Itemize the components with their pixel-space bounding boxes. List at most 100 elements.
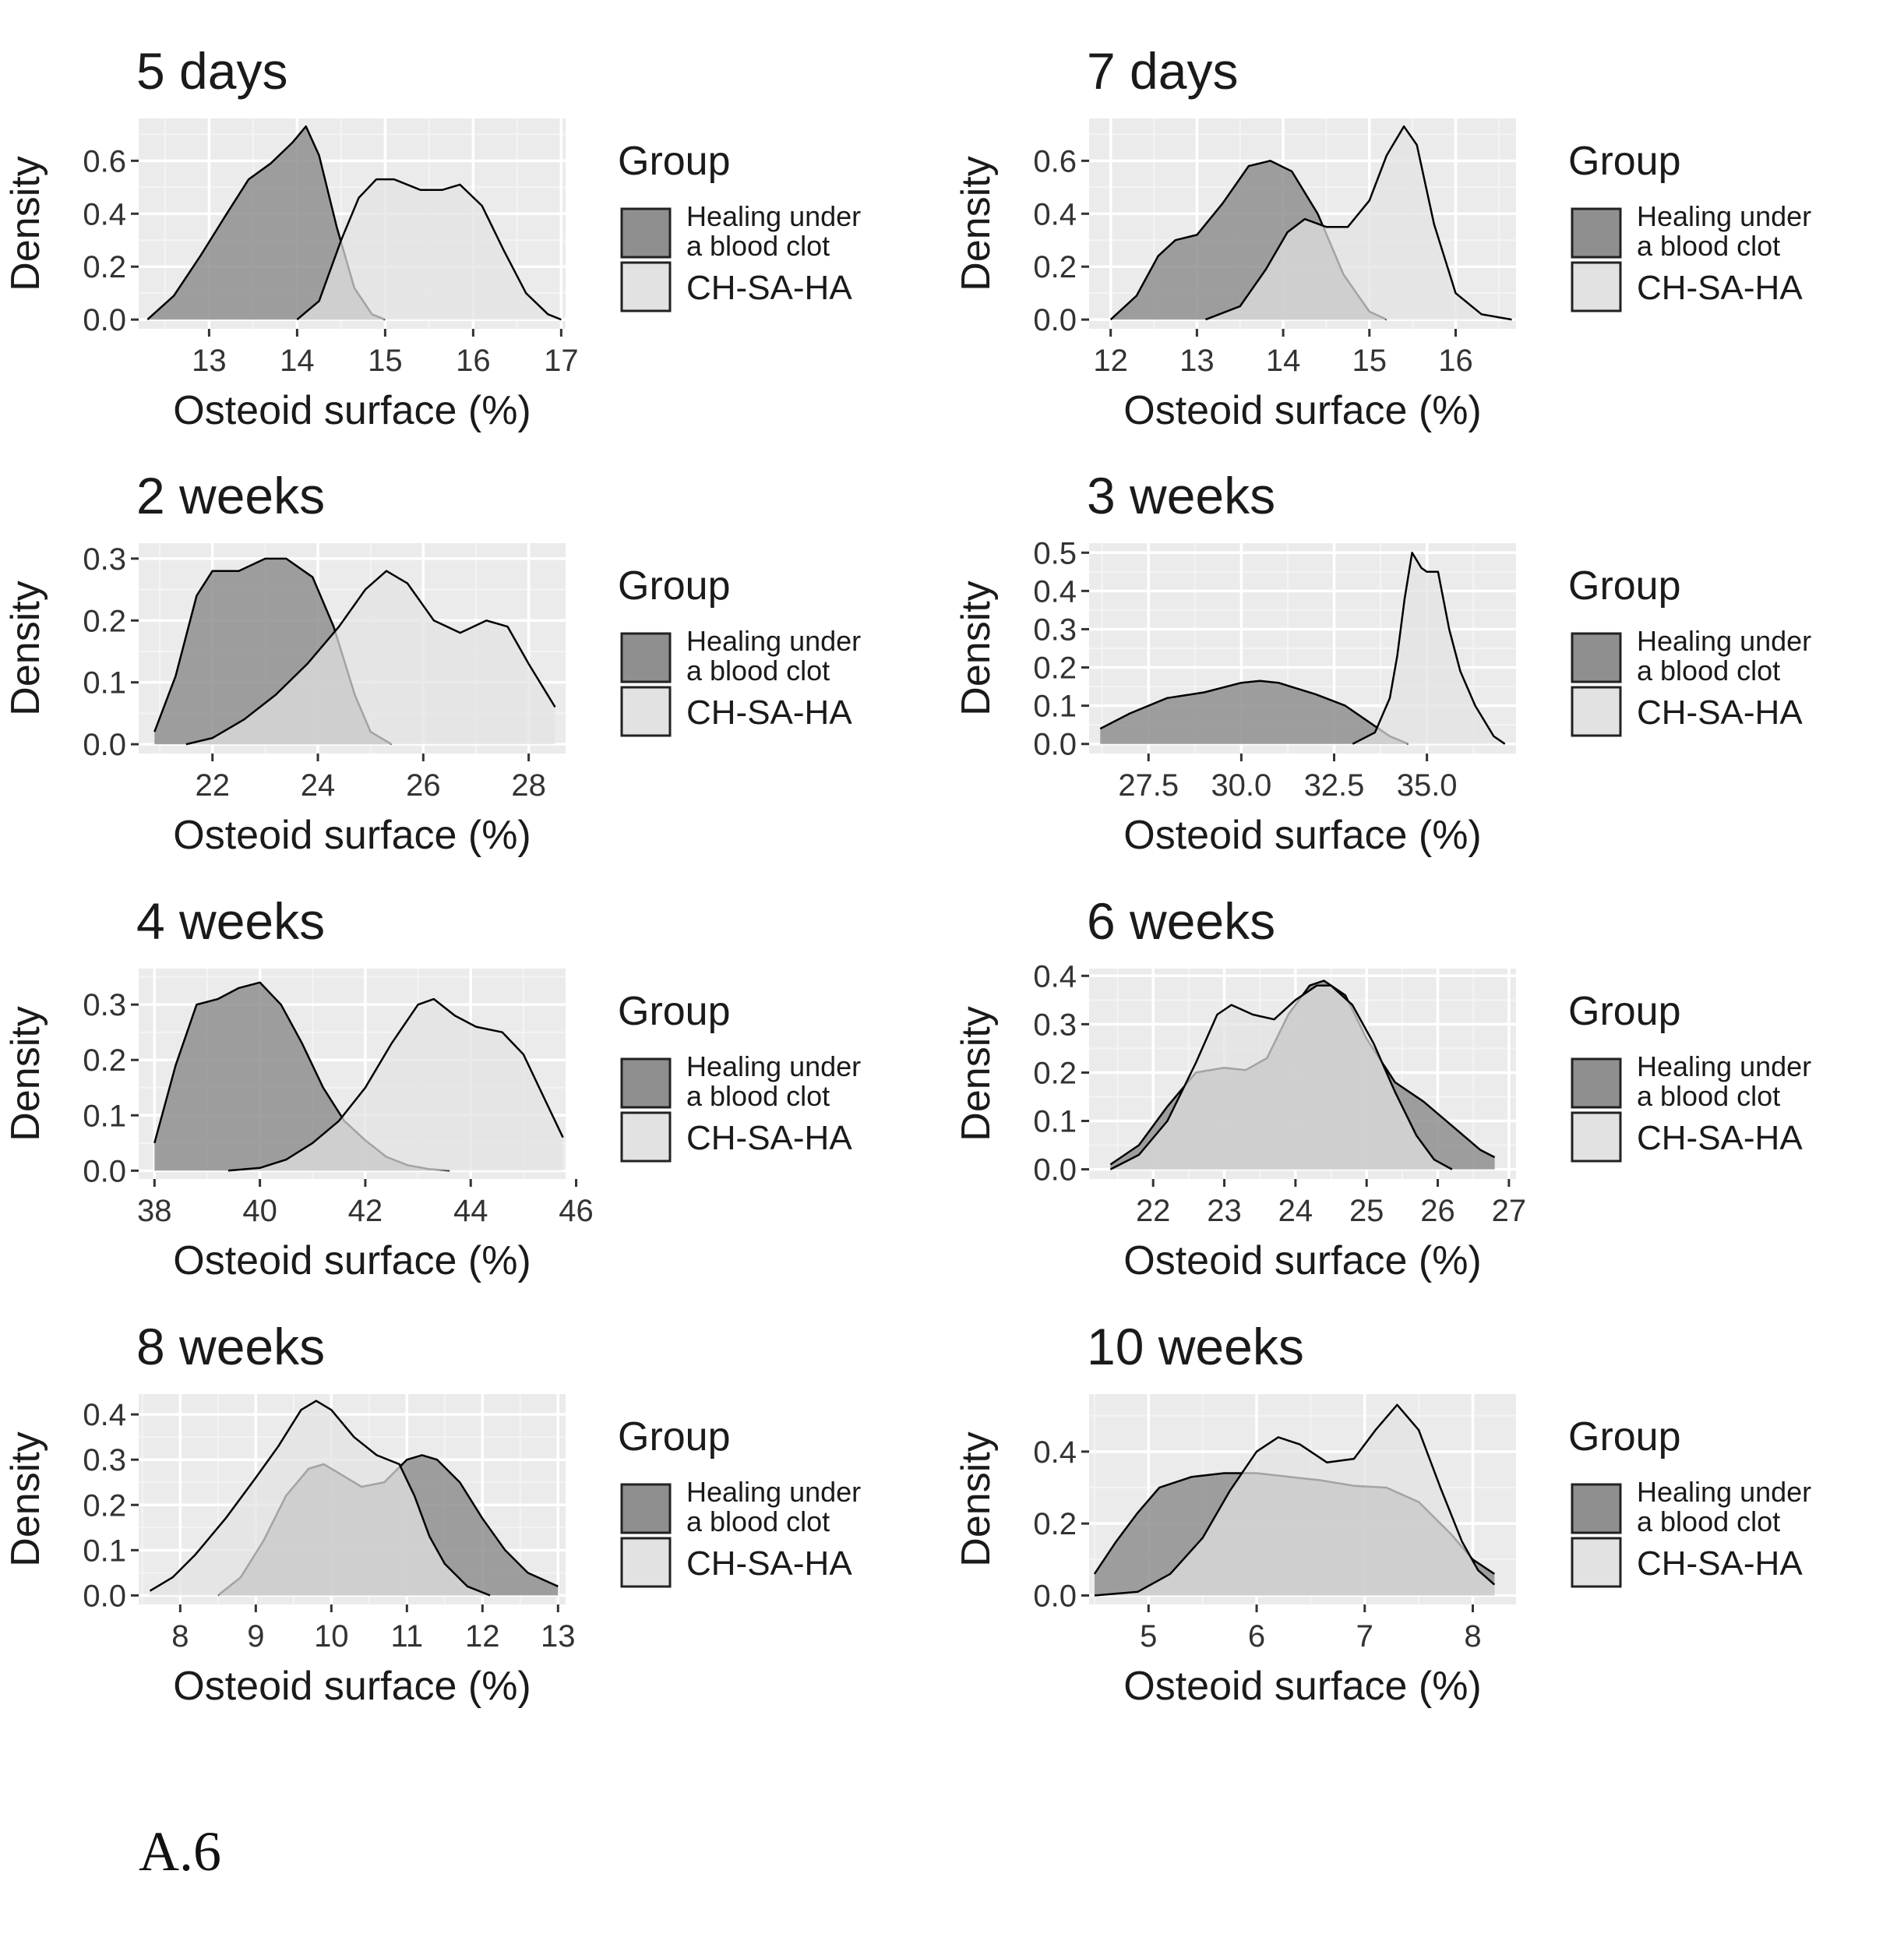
legend-label-ch-sa-ha: CH-SA-HA: [686, 694, 852, 732]
x-tick-label: 24: [301, 768, 336, 803]
y-tick-label: 0.0: [83, 1579, 126, 1613]
chart-panel: 38 40 42 44 46 0.0 0.1 0.2 0.3 4 weeks Osteoid sur…: [3, 892, 861, 1283]
x-tick-label: 10: [314, 1619, 349, 1654]
x-tick-label: 30.0: [1211, 768, 1271, 803]
x-tick-label: 38: [137, 1194, 172, 1228]
y-tick-label: 0.1: [83, 1099, 126, 1133]
y-axis-title: Density: [3, 156, 48, 291]
x-axis-title: Osteoid surface (%): [1123, 1238, 1482, 1283]
y-tick-label: 0.2: [1033, 1056, 1077, 1090]
density-area-blood-clot: [154, 982, 450, 1171]
x-tick-label: 12: [1093, 344, 1128, 378]
legend-label-blood-clot: Healing under a blood clot: [1637, 625, 1811, 687]
y-tick-label: 0.2: [1033, 250, 1077, 284]
x-axis-title: Osteoid surface (%): [1123, 388, 1482, 433]
chart-title: 3 weeks: [1087, 467, 1275, 524]
x-tick-label: 8: [1464, 1619, 1481, 1654]
density-area-ch-sa-ha: [150, 1400, 490, 1596]
y-tick-label: 0.1: [1033, 1105, 1077, 1139]
legend-label-ch-sa-ha: CH-SA-HA: [686, 269, 852, 307]
chart-panel: 13 14 15 16 17 0.0 0.2 0.4 0.6 5 days Osteoid surf…: [3, 42, 861, 433]
x-tick-label: 9: [247, 1619, 264, 1654]
legend-title: Group: [618, 139, 731, 184]
x-axis-title: Osteoid surface (%): [173, 388, 531, 433]
legend-label-ch-sa-ha: CH-SA-HA: [1637, 694, 1803, 732]
y-tick-label: 0.0: [83, 728, 126, 762]
y-tick-label: 0.0: [1033, 1153, 1077, 1188]
x-axis-title: Osteoid surface (%): [173, 1238, 531, 1283]
legend-key-ch-sa-ha: [620, 261, 672, 312]
density-curve-ch-sa-ha: [1094, 1403, 1496, 1597]
x-tick-label: 12: [465, 1619, 500, 1654]
x-tick-label: 26: [406, 768, 441, 803]
x-tick-label: 13: [192, 344, 227, 378]
legend-key-ch-sa-ha: [1571, 686, 1622, 737]
x-tick-label: 35.0: [1397, 768, 1458, 803]
y-tick-label: 0.2: [1033, 1507, 1077, 1541]
x-tick-label: 17: [544, 344, 579, 378]
x-tick-label: 13: [1179, 344, 1215, 378]
chart-panel: 5 6 7 8 0.0 0.2 0.4 10 weeks Osteoid surface (%)…: [954, 1318, 1811, 1709]
legend-key-ch-sa-ha: [620, 1537, 672, 1588]
chart-panel: 12 13 14 15 16 0.0 0.2 0.4 0.6 7 days Osteoid surf…: [954, 42, 1811, 433]
y-tick-label: 0.0: [83, 303, 126, 337]
legend-key-blood-clot: [620, 207, 672, 259]
x-tick-label: 15: [1352, 344, 1387, 378]
legend-label-ch-sa-ha: CH-SA-HA: [1637, 1544, 1803, 1583]
legend-title: Group: [1568, 1414, 1681, 1460]
x-axis-title: Osteoid surface (%): [173, 813, 531, 858]
legend-label-blood-clot: Healing under a blood clot: [686, 1050, 861, 1112]
legend-title: Group: [1568, 139, 1681, 184]
legend: Group Healing under a blood clot CH-SA-HA: [1568, 989, 1811, 1163]
legend: Group Healing under a blood clot CH-SA-HA: [1568, 1414, 1811, 1588]
y-tick-label: 0.0: [1033, 728, 1077, 762]
x-tick-label: 5: [1140, 1619, 1157, 1654]
legend-key-ch-sa-ha: [1571, 1111, 1622, 1163]
legend-key-blood-clot: [620, 1483, 672, 1534]
density-area-ch-sa-ha: [297, 179, 562, 320]
x-tick-label: 11: [391, 1619, 424, 1654]
legend-key-ch-sa-ha: [620, 686, 672, 737]
x-tick-label: 23: [1207, 1194, 1242, 1228]
y-tick-label: 0.1: [1033, 690, 1077, 724]
y-tick-label: 0.3: [83, 542, 126, 577]
y-axis-title: Density: [3, 581, 48, 715]
legend-key-blood-clot: [620, 1057, 672, 1109]
x-tick-label: 40: [242, 1194, 277, 1228]
legend-key-ch-sa-ha: [1571, 261, 1622, 312]
density-area-ch-sa-ha: [185, 570, 555, 745]
legend-key-ch-sa-ha: [620, 1111, 672, 1163]
legend-label-blood-clot: Healing under a blood clot: [686, 200, 861, 262]
y-tick-label: 0.0: [83, 1154, 126, 1188]
legend: Group Healing under a blood clot CH-SA-HA: [618, 989, 861, 1163]
y-tick-label: 0.0: [1033, 303, 1077, 337]
y-axis-title: Density: [954, 1006, 999, 1141]
legend-title: Group: [1568, 989, 1681, 1034]
y-tick-label: 0.1: [83, 1534, 126, 1568]
figure-label: A.6: [139, 1820, 221, 1883]
legend-key-ch-sa-ha: [1571, 1537, 1622, 1588]
y-axis-title: Density: [3, 1431, 48, 1566]
y-tick-label: 0.4: [1033, 959, 1077, 994]
legend: Group Healing under a blood clot CH-SA-HA: [618, 563, 861, 737]
x-axis-title: Osteoid surface (%): [1123, 1664, 1482, 1709]
y-tick-label: 0.2: [83, 1488, 126, 1523]
x-tick-label: 13: [541, 1619, 576, 1654]
y-tick-label: 0.2: [83, 250, 126, 284]
x-tick-label: 6: [1248, 1619, 1265, 1654]
x-tick-label: 27.5: [1118, 768, 1179, 803]
legend-title: Group: [618, 563, 731, 609]
legend-label-blood-clot: Healing under a blood clot: [1637, 1050, 1811, 1112]
chart-panel: 22 24 26 28 0.0 0.1 0.2 0.3 2 weeks Osteoid surfa…: [3, 467, 861, 858]
y-tick-label: 0.1: [83, 666, 126, 701]
y-tick-label: 0.3: [83, 988, 126, 1022]
legend-title: Group: [618, 1414, 731, 1460]
density-curve-ch-sa-ha: [227, 997, 564, 1172]
chart-title: 8 weeks: [136, 1318, 325, 1375]
y-axis-title: Density: [3, 1006, 48, 1141]
y-axis-title: Density: [954, 581, 999, 715]
x-tick-label: 27: [1492, 1194, 1527, 1228]
chart-panel: 27.5 30.0 32.5 35.0 0.0 0.1 0.2 0.30.4 0.5 3 week…: [954, 467, 1811, 858]
y-tick-label: 0.4: [1033, 574, 1077, 609]
